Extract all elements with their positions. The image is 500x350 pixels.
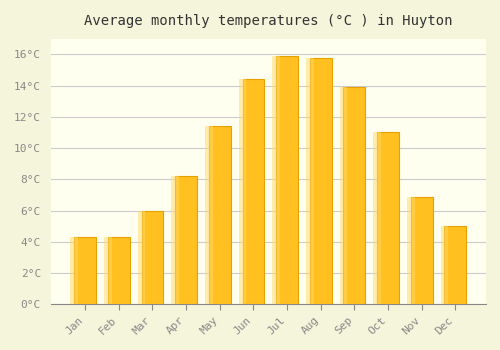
Title: Average monthly temperatures (°C ) in Huyton: Average monthly temperatures (°C ) in Hu… bbox=[84, 14, 452, 28]
Bar bbox=[70, 237, 78, 304]
Bar bbox=[411, 197, 432, 304]
Bar bbox=[104, 237, 112, 304]
Bar bbox=[242, 79, 264, 304]
Bar bbox=[306, 57, 314, 304]
Bar bbox=[272, 56, 280, 304]
Bar bbox=[205, 126, 212, 304]
Bar bbox=[138, 211, 145, 304]
Bar bbox=[374, 133, 381, 304]
Bar bbox=[276, 56, 298, 304]
Bar bbox=[172, 176, 179, 304]
Bar bbox=[108, 237, 130, 304]
Bar bbox=[310, 57, 332, 304]
Bar bbox=[344, 87, 365, 304]
Bar bbox=[340, 87, 347, 304]
Bar bbox=[142, 211, 164, 304]
Bar bbox=[407, 197, 414, 304]
Bar bbox=[238, 79, 246, 304]
Bar bbox=[440, 226, 448, 304]
Bar bbox=[444, 226, 466, 304]
Bar bbox=[209, 126, 231, 304]
Bar bbox=[377, 133, 399, 304]
Bar bbox=[175, 176, 197, 304]
Bar bbox=[74, 237, 96, 304]
